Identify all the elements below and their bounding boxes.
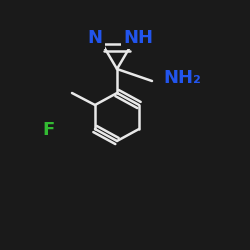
Text: N: N (88, 29, 102, 47)
Text: NH: NH (123, 29, 153, 47)
Text: F: F (42, 121, 54, 139)
Text: NH₂: NH₂ (163, 69, 201, 87)
